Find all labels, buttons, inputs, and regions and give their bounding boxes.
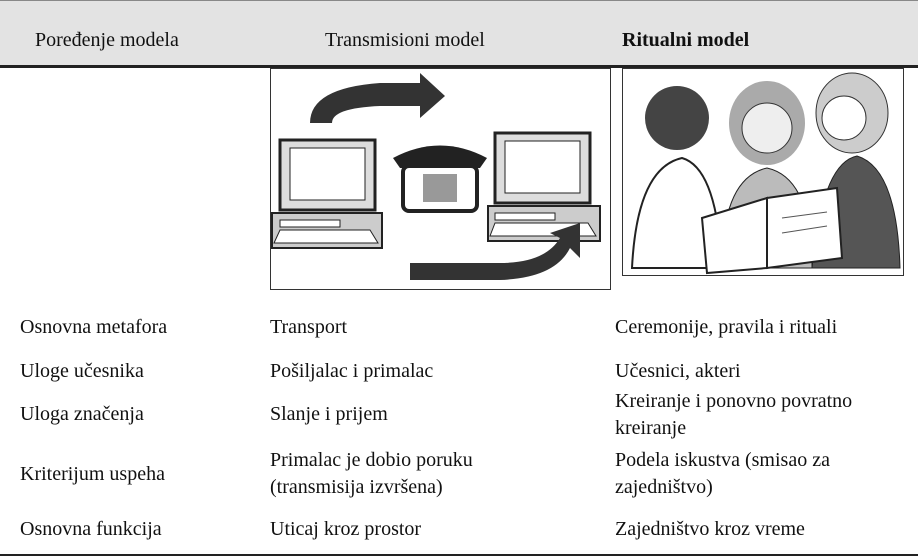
table-row: Uloga značenja Slanje i prijem Kreiranje i… [0, 386, 918, 443]
table-cell: Osnovna funkcija [20, 517, 162, 540]
table-cell: Slanje i prijem [270, 403, 388, 425]
table-cell: Ceremonije, pravila i rituali [615, 316, 838, 338]
table-cell: Učesnici, akteri [615, 360, 741, 382]
table-row: Kriterijum uspeha Primalac je dobio poruk… [0, 443, 918, 505]
table-row: Osnovna funkcija Uticaj kroz prostor Zajed… [0, 505, 918, 553]
table-cell: Kreiranje i ponovno povratno kreiranje [615, 389, 853, 439]
table-cell: Uticaj kroz prostor [270, 517, 422, 540]
table-cell: Transport [270, 316, 348, 338]
table-header: Poređenje modela Transmisioni model Ritu… [0, 0, 918, 68]
transmission-illustration [270, 68, 611, 290]
bottom-rule [0, 554, 918, 556]
table-cell: Podela iskustva (smisao za zajedništvo) [615, 449, 830, 498]
table-row: Osnovna metafora Transport Ceremonije, pra… [0, 298, 918, 357]
table-row: Uloge učesnika Pošiljalac i primalac Učesn… [0, 357, 918, 386]
header-cell: Poređenje modela [35, 29, 179, 51]
table-cell: Primalac je dobio poruku (transmisija iz… [270, 449, 473, 498]
table-cell: Zajedništvo kroz vreme [615, 517, 805, 540]
table-cell: Osnovna metafora [20, 316, 168, 338]
header-cell: Transmisioni model [325, 29, 485, 51]
table-cell: Uloga značenja [20, 403, 144, 425]
table-cell: Uloge učesnika [20, 360, 144, 382]
ritual-illustration [622, 68, 904, 276]
header-cell: Ritualni model [622, 29, 750, 51]
table-cell: Pošiljalac i primalac [270, 360, 434, 382]
table-cell: Kriterijum uspeha [20, 462, 165, 485]
